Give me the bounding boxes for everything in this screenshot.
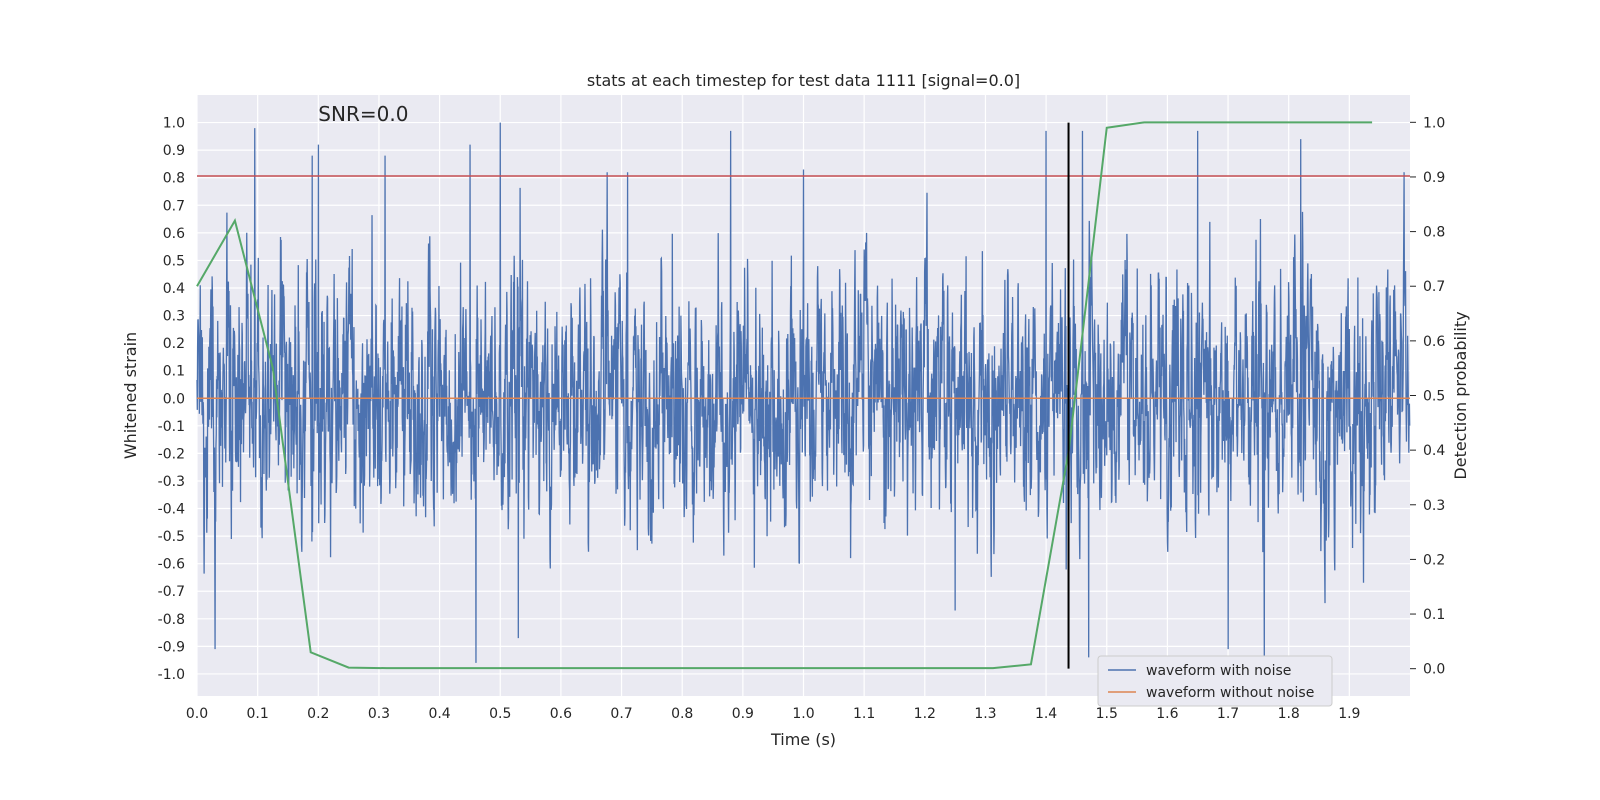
y-tick-label: 0.3 xyxy=(163,309,185,325)
y-tick-label: -0.6 xyxy=(158,557,185,573)
x-tick-label: 0.9 xyxy=(732,706,754,722)
x-tick-label: 0.4 xyxy=(428,706,450,722)
x-tick-label: 1.1 xyxy=(853,706,875,722)
legend-entry-waveform-without-noise: waveform without noise xyxy=(1146,685,1314,701)
y-axis-label: Whitened strain xyxy=(121,332,140,459)
y2-tick-label: 0.6 xyxy=(1423,334,1445,350)
x-tick-label: 1.7 xyxy=(1217,706,1239,722)
x-tick-label: 0.0 xyxy=(186,706,208,722)
x-tick-label: 1.4 xyxy=(1035,706,1057,722)
y-tick-label: 0.5 xyxy=(163,253,185,269)
y-tick-label: -0.5 xyxy=(158,529,185,545)
x-tick-label: 1.3 xyxy=(974,706,996,722)
x-tick-label: 0.8 xyxy=(671,706,693,722)
series-detection-probability xyxy=(196,121,1373,670)
x-tick-label: 0.2 xyxy=(307,706,329,722)
series-waveform-with-noise xyxy=(196,122,1411,663)
x-tick-label: 0.3 xyxy=(368,706,390,722)
y-tick-label: -0.1 xyxy=(158,419,185,435)
x-axis-ticks: 0.0 0.1 0.2 0.3 0.4 0.5 0.6 0.7 0.8 0.9 1.0 1.1 1.2 1… xyxy=(186,706,1361,722)
y-tick-label: -0.7 xyxy=(158,584,185,600)
y2-tick-label: 0.0 xyxy=(1423,662,1445,678)
y2-tick-label: 0.1 xyxy=(1423,607,1445,623)
y-tick-label: -0.9 xyxy=(158,639,185,655)
y-tick-label: -0.2 xyxy=(158,446,185,462)
y2-axis-label: Detection probability xyxy=(1451,311,1470,479)
x-tick-label: 1.2 xyxy=(914,706,936,722)
x-tick-label: 1.0 xyxy=(792,706,814,722)
y-tick-label: -1.0 xyxy=(158,667,185,683)
y2-tick-label: 0.9 xyxy=(1423,170,1445,186)
y-tick-label: 0.9 xyxy=(163,143,185,159)
x-tick-label: 0.1 xyxy=(247,706,269,722)
y-tick-label: 0.2 xyxy=(163,336,185,352)
y2-axis-ticks: 1.0 0.9 0.8 0.7 0.6 0.5 0.4 0.3 0.2 0.1 0.0 xyxy=(1410,115,1445,678)
y-tick-label: 0.8 xyxy=(163,171,185,187)
legend-box xyxy=(1097,655,1333,707)
snr-annotation: SNR=0.0 xyxy=(318,102,408,126)
y2-tick-label: 0.7 xyxy=(1423,279,1445,295)
chart-title: stats at each timestep for test data 111… xyxy=(587,71,1020,90)
x-tick-label: 1.6 xyxy=(1156,706,1178,722)
y-tick-label: -0.8 xyxy=(158,612,185,628)
x-tick-label: 1.9 xyxy=(1338,706,1360,722)
y-tick-label: 0.1 xyxy=(163,364,185,380)
y-tick-label: 0.7 xyxy=(163,198,185,214)
series-layer xyxy=(196,121,1411,670)
y2-tick-label: 0.4 xyxy=(1423,443,1445,459)
y-tick-label: 0.6 xyxy=(163,226,185,242)
x-tick-label: 0.5 xyxy=(489,706,511,722)
legend-entry-waveform-with-noise: waveform with noise xyxy=(1146,663,1291,679)
y-tick-label: -0.4 xyxy=(158,502,185,518)
y2-tick-label: 1.0 xyxy=(1423,115,1445,131)
y-tick-label: 0.4 xyxy=(163,281,185,297)
y2-tick-label: 0.8 xyxy=(1423,225,1445,241)
x-tick-label: 0.7 xyxy=(610,706,632,722)
y-tick-label: 1.0 xyxy=(163,116,185,132)
x-axis-label: Time (s) xyxy=(770,730,836,749)
x-tick-label: 0.6 xyxy=(550,706,572,722)
y2-tick-label: 0.2 xyxy=(1423,552,1445,568)
y-tick-label: 0.0 xyxy=(163,391,185,407)
y-axis-ticks: 1.0 0.9 0.8 0.7 0.6 0.5 0.4 0.3 0.2 0.1 0.0 -0.1 -0.… xyxy=(158,116,185,683)
y-tick-label: -0.3 xyxy=(158,474,185,490)
y2-tick-label: 0.3 xyxy=(1423,498,1445,514)
x-tick-label: 1.5 xyxy=(1096,706,1118,722)
legend: waveform with noise waveform without noi… xyxy=(1097,655,1333,707)
x-tick-label: 1.8 xyxy=(1278,706,1300,722)
y2-tick-label: 0.5 xyxy=(1423,389,1445,405)
